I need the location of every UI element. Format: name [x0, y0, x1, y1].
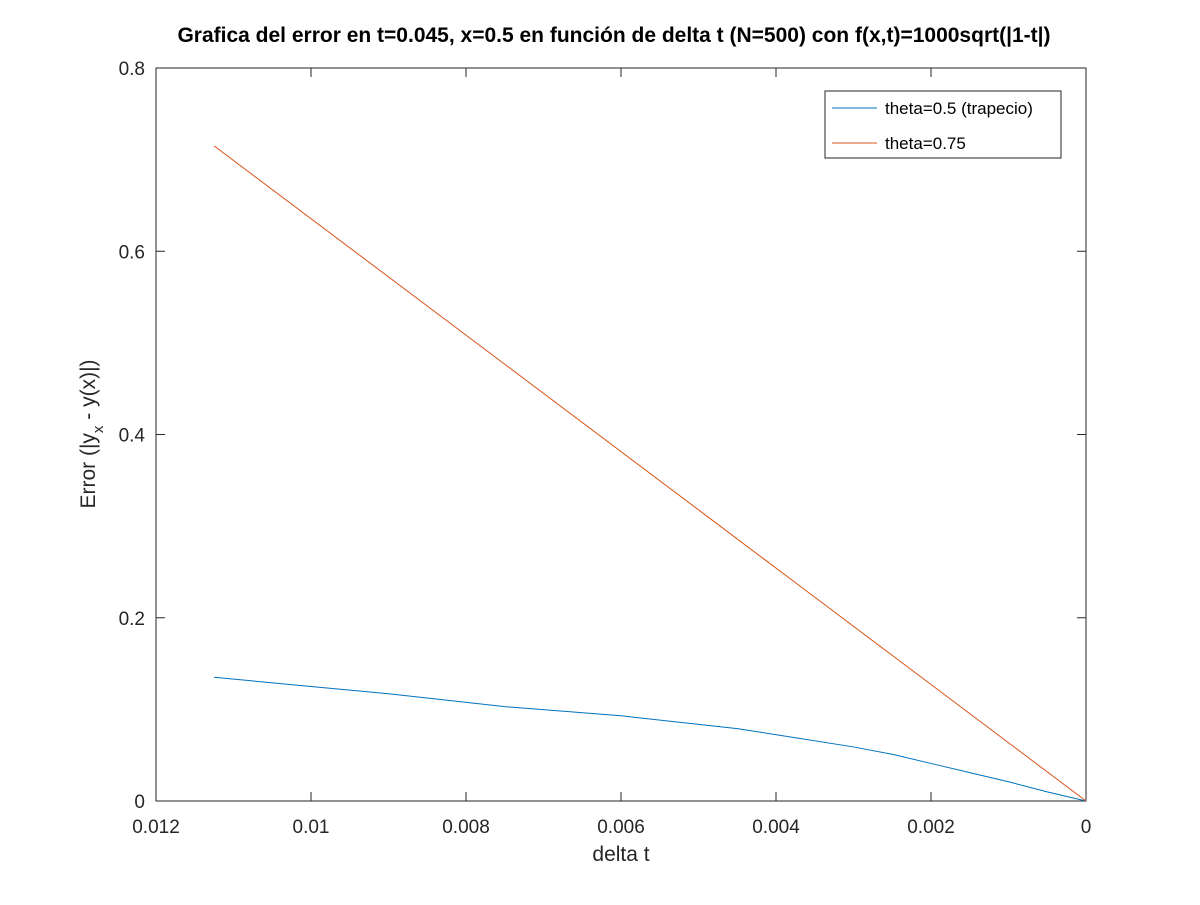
- y-tick-label: 0.8: [119, 59, 145, 80]
- legend-label-theta-0-5: theta=0.5 (trapecio): [885, 99, 1033, 118]
- x-axis-label: delta t: [592, 843, 649, 866]
- x-tick-label: 0.012: [132, 817, 180, 838]
- y-tick-label: 0.4: [119, 426, 146, 447]
- legend-label-theta-0-75: theta=0.75: [885, 134, 966, 153]
- series-line-theta-0-75: [213, 145, 1087, 802]
- legend-box: [824, 90, 1062, 159]
- y-axis-label-suffix: - y(x)|): [77, 359, 100, 425]
- x-tick-label: 0.004: [752, 817, 800, 838]
- y-axis-label: Error (|yx - y(x)|): [77, 359, 107, 508]
- x-tick-label: 0.01: [293, 817, 330, 838]
- y-tick-label: 0.6: [119, 242, 145, 263]
- y-tick-label: 0.2: [119, 609, 145, 630]
- x-tick-label: 0.002: [907, 817, 955, 838]
- x-tick-label: 0.008: [442, 817, 490, 838]
- chart-title: Grafica del error en t=0.045, x=0.5 en f…: [177, 24, 1050, 47]
- x-axis-ticks: 0.012 0.01 0.008 0.006 0.004 0.002 0: [132, 68, 1091, 838]
- axes-box: [155, 67, 1087, 802]
- x-tick-label: 0.006: [597, 817, 645, 838]
- y-tick-label: 0: [134, 792, 145, 813]
- legend: theta=0.5 (trapecio) theta=0.75: [824, 90, 1062, 159]
- y-axis-label-prefix: Error (|y: [77, 433, 100, 509]
- y-axis-ticks: 0 0.2 0.4 0.6 0.8: [119, 59, 1086, 813]
- x-tick-label: 0: [1081, 817, 1092, 838]
- series-group: [213, 145, 1087, 802]
- y-axis-label-subscript: x: [90, 425, 107, 433]
- series-line-theta-0-5-trapecio: [214, 676, 1087, 802]
